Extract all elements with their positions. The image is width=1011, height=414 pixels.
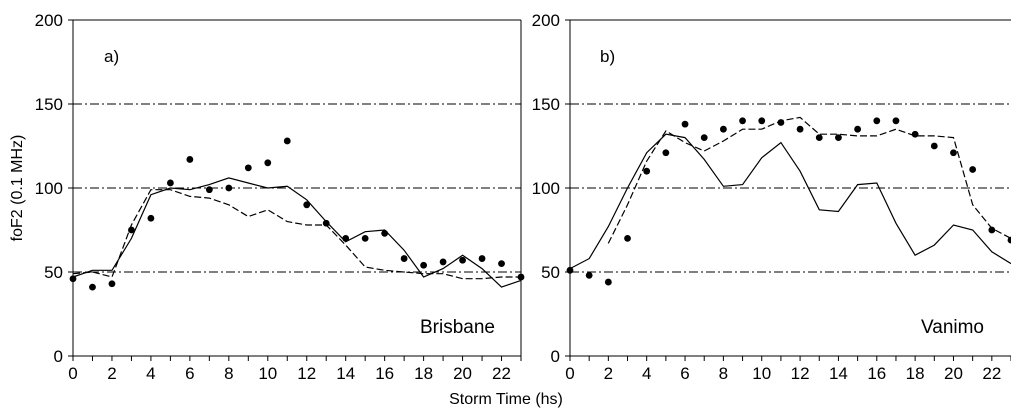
x-tick-label: 0 [565,364,574,383]
x-tick-label: 8 [719,364,728,383]
y-tick-label: 50 [44,263,63,282]
station-label: Vanimo [921,317,984,338]
x-tick-label: 2 [604,364,613,383]
data-point-dot [128,226,135,234]
y-tick-label: 0 [54,347,63,366]
data-point-dot [585,271,593,279]
data-point-dot [459,256,466,264]
y-tick-label: 50 [541,263,560,282]
data-point-dot [166,179,174,187]
y-tick-label: 100 [532,179,560,198]
x-tick-label: 18 [906,364,925,383]
data-point-dot [186,156,194,163]
x-tick-label: 20 [944,364,963,383]
panel-a-brisbane: 0 50 100 150 200 0 2 4 6 8 10 12 14 16 18 20 22 a) Brisban… [35,11,525,383]
data-point-dot [517,273,525,281]
data-point-dot [892,117,900,125]
series-line-dashed [72,189,521,280]
y-axis-label: foF2 (0.1 MHz) [9,135,26,242]
x-tick-label: 14 [336,364,355,383]
data-point-dot [777,119,785,126]
x-tick-label: 12 [791,364,810,383]
data-point-dot [969,166,977,173]
x-tick-label: 8 [224,364,233,383]
data-point-dot [1007,236,1011,244]
data-point-dot [930,142,938,150]
x-axis-label: Storm Time (hs) [449,391,563,408]
series-line-solid [72,177,522,288]
data-point-dot [739,117,746,125]
data-point-dot [381,229,389,237]
data-point-dot [361,235,369,242]
data-point-dot [283,137,291,145]
data-point-dot [719,125,727,133]
x-tick-label: 10 [258,364,277,383]
data-point-dot [681,120,689,128]
data-point-dot [303,201,311,209]
x-tick-label: 6 [185,364,194,383]
x-tick-label: 6 [680,364,689,383]
data-point-dot [604,278,612,286]
y-tick-label: 0 [551,347,560,366]
data-point-dot [498,260,505,267]
x-tick-label: 22 [492,364,511,383]
data-point-dot [950,149,957,157]
y-tick-label: 200 [35,11,63,30]
data-point-dot [108,280,116,288]
data-point-dot [244,164,252,172]
x-tick-label: 22 [982,364,1001,383]
data-point-dot [758,117,766,125]
data-point-dot [342,235,350,242]
x-tick-label: 12 [297,364,316,383]
x-tick-label: 16 [375,364,394,383]
x-tick-label: 4 [146,364,155,383]
data-point-dot [796,125,804,133]
data-point-dot [662,149,670,157]
data-point-dot [420,261,428,269]
data-point-dot [69,275,77,283]
data-point-dot [225,184,233,192]
station-label: Brisbane [420,317,495,338]
x-tick-label: 14 [829,364,848,383]
x-tick-label: 4 [642,364,651,383]
data-point-dot [439,258,447,266]
panel-tag: a) [104,47,119,66]
x-tick-label: 10 [752,364,771,383]
y-tick-label: 150 [532,95,560,114]
data-point-dot [264,159,272,167]
x-tick-label: 20 [453,364,472,383]
data-point-dot [854,125,862,133]
panel-tag: b) [600,47,615,66]
data-point-dot [566,266,574,274]
data-point-dot [873,117,881,125]
data-point-dot [700,134,708,142]
y-tick-label: 150 [35,95,63,114]
data-point-dot [322,219,330,227]
x-tick-label: 18 [414,364,433,383]
series-line-solid [569,133,1011,270]
data-point-dot [911,130,919,138]
data-point-dot [478,255,486,262]
x-tick-label: 0 [68,364,77,383]
data-point-dot [624,235,631,242]
data-point-dot [988,226,996,234]
y-tick-label: 100 [35,179,63,198]
data-point-dot [89,283,96,291]
data-point-dot [835,134,842,142]
data-point-dot [815,134,823,142]
y-tick-label: 200 [532,11,560,30]
x-tick-label: 16 [867,364,886,383]
data-point-dot [400,255,408,262]
x-tick-label: 2 [107,364,116,383]
data-point-dot [643,167,651,175]
series-line-dashed [607,116,1011,244]
data-point-dot [205,186,213,194]
panel-b-vanimo: 0 50 100 150 200 0 2 4 6 8 10 12 14 16 18 20 22 b) Vanimo [532,11,1011,383]
data-point-dot [147,214,155,222]
